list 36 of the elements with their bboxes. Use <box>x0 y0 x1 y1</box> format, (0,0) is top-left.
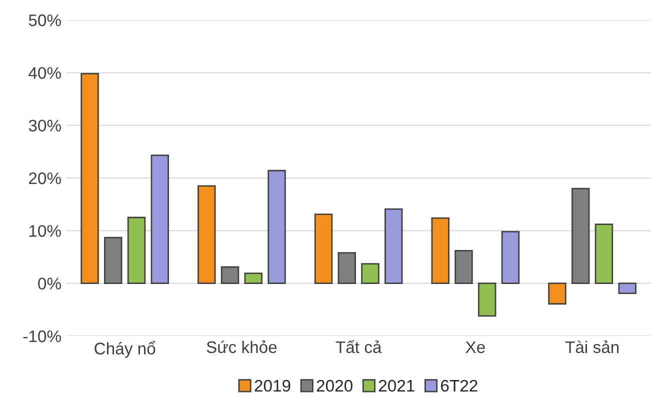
bar <box>548 282 566 305</box>
legend-label: 2021 <box>378 380 414 392</box>
bar <box>618 282 636 294</box>
bar <box>150 154 169 284</box>
y-tick-label: -10% <box>23 330 61 342</box>
y-tick-label: 40% <box>28 67 61 79</box>
bar <box>384 208 403 284</box>
x-tick-label: Xe <box>466 341 485 354</box>
y-tick-label: 30% <box>28 120 61 132</box>
bar <box>198 185 216 284</box>
bar <box>244 272 262 284</box>
bar <box>104 236 122 284</box>
legend-label: 2019 <box>254 380 290 392</box>
y-tick-label: 10% <box>29 225 61 237</box>
bar <box>571 188 590 284</box>
bar <box>80 73 99 284</box>
bar <box>454 250 473 284</box>
bar <box>338 252 356 284</box>
y-tick-label: 20% <box>29 172 61 184</box>
x-tick-label: Sức khỏe <box>206 340 277 354</box>
bar <box>268 170 286 284</box>
bar <box>501 231 520 284</box>
bar <box>220 266 240 284</box>
bar <box>431 217 450 284</box>
bar <box>314 214 333 284</box>
bar <box>127 216 146 284</box>
y-tick-label: 0% <box>38 278 61 290</box>
bar <box>594 224 614 284</box>
legend-label: 6T22 <box>441 380 478 392</box>
bar <box>361 263 380 284</box>
x-tick-label: Tài sản <box>565 340 619 354</box>
x-tick-label: Tất cả <box>336 340 382 354</box>
x-tick-label: Cháy nổ <box>94 340 156 358</box>
bar <box>478 282 496 317</box>
legend-label: 2020 <box>316 380 352 392</box>
y-tick-label: 50% <box>28 14 61 26</box>
